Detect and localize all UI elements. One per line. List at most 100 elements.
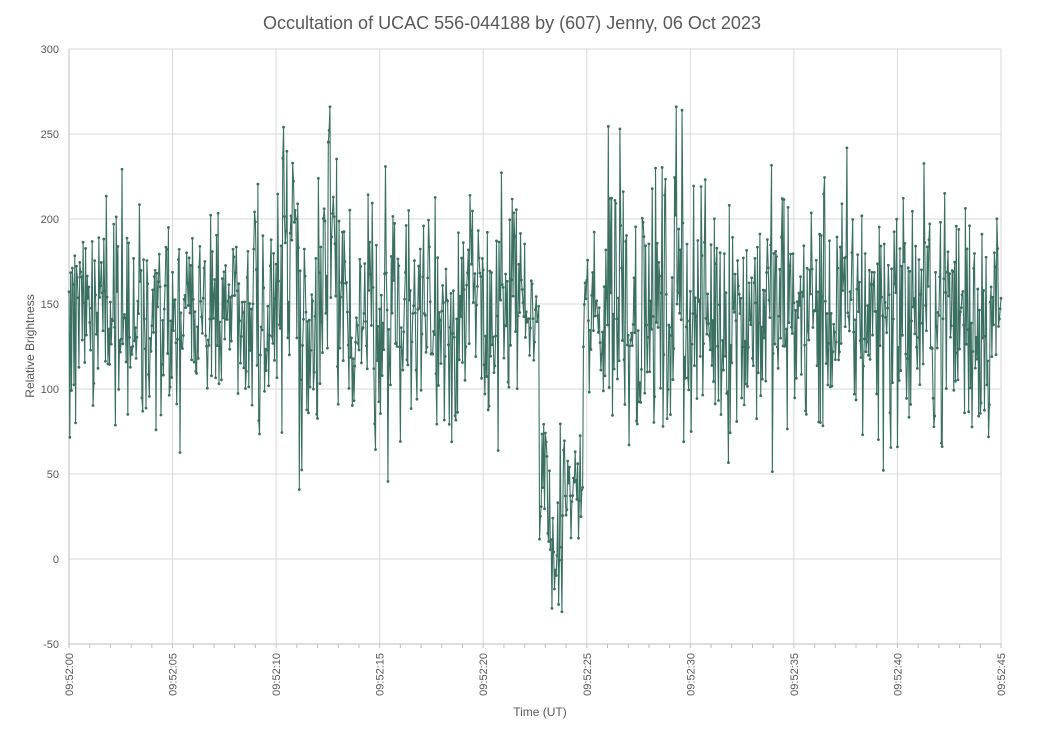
data-point — [186, 281, 189, 285]
data-point — [836, 266, 840, 270]
data-point — [323, 219, 327, 223]
data-point — [93, 259, 97, 263]
data-point — [775, 345, 779, 349]
data-point — [385, 308, 389, 312]
data-point — [381, 321, 385, 325]
data-point — [204, 334, 208, 338]
data-point — [896, 346, 900, 349]
data-point — [701, 393, 705, 397]
data-point — [928, 222, 932, 226]
data-point — [326, 346, 329, 350]
data-point — [819, 421, 822, 424]
data-point — [852, 392, 856, 396]
data-point — [590, 293, 594, 297]
data-point — [100, 291, 104, 295]
data-point — [443, 354, 447, 358]
data-point — [462, 288, 466, 291]
data-point — [573, 450, 577, 454]
data-point — [318, 382, 322, 385]
data-point — [645, 323, 648, 327]
data-point — [287, 300, 290, 304]
data-point — [853, 318, 857, 322]
data-point — [456, 231, 460, 235]
data-point — [795, 300, 799, 303]
data-point — [539, 505, 543, 509]
data-point — [761, 377, 764, 381]
data-point — [668, 326, 672, 329]
data-point — [480, 257, 484, 260]
data-point — [219, 347, 223, 350]
data-point — [263, 389, 266, 393]
data-point — [664, 177, 667, 181]
data-point — [247, 385, 251, 389]
data-point — [236, 392, 240, 395]
data-point — [900, 264, 903, 268]
data-point — [119, 337, 123, 341]
data-point — [215, 233, 218, 237]
data-point — [379, 412, 382, 415]
data-point — [640, 216, 644, 220]
data-point — [313, 314, 317, 318]
data-point — [649, 299, 652, 303]
data-point — [177, 248, 181, 251]
data-point — [684, 325, 688, 329]
data-point — [932, 425, 936, 429]
data-point — [942, 277, 946, 281]
data-point — [183, 293, 187, 297]
data-point — [949, 324, 953, 328]
data-point — [638, 381, 642, 385]
data-point — [278, 323, 281, 327]
data-point — [630, 344, 634, 348]
data-point — [303, 274, 307, 278]
data-point — [691, 312, 695, 315]
data-point — [784, 343, 787, 347]
data-point — [571, 494, 575, 497]
data-point — [845, 146, 849, 150]
data-point — [67, 290, 71, 294]
data-point — [534, 308, 537, 312]
data-point — [828, 239, 831, 243]
data-point — [619, 224, 623, 227]
data-point — [355, 323, 359, 327]
data-point — [507, 385, 511, 389]
data-point — [541, 486, 545, 490]
data-point — [682, 440, 686, 444]
data-point — [947, 294, 951, 298]
data-point — [255, 364, 259, 367]
data-point — [693, 364, 696, 368]
data-point — [593, 314, 597, 318]
data-point — [863, 252, 867, 256]
x-tick-label: 09:52:10 — [271, 653, 283, 696]
data-point — [905, 396, 908, 400]
data-point — [997, 325, 1000, 328]
data-point — [481, 268, 485, 272]
data-point — [458, 294, 462, 298]
data-point — [574, 478, 578, 482]
data-point — [310, 293, 314, 297]
data-point — [499, 298, 503, 302]
data-point — [964, 342, 968, 346]
data-point — [421, 275, 425, 279]
data-point — [345, 281, 348, 285]
data-point — [844, 255, 848, 259]
data-point — [538, 514, 542, 518]
data-point — [766, 266, 770, 270]
data-point — [113, 325, 116, 329]
data-point — [365, 367, 369, 371]
data-point — [253, 210, 256, 214]
data-point — [114, 215, 118, 219]
data-point — [683, 376, 687, 380]
data-point — [479, 275, 483, 278]
data-point — [758, 232, 762, 236]
data-point — [419, 388, 423, 392]
data-point — [652, 421, 656, 424]
data-point — [899, 369, 903, 372]
data-point — [396, 257, 400, 261]
data-point — [441, 284, 445, 287]
data-point — [87, 285, 91, 289]
data-point — [68, 435, 72, 439]
data-point — [838, 245, 842, 249]
data-point — [436, 256, 440, 260]
data-point — [245, 276, 249, 279]
data-point — [606, 323, 609, 327]
